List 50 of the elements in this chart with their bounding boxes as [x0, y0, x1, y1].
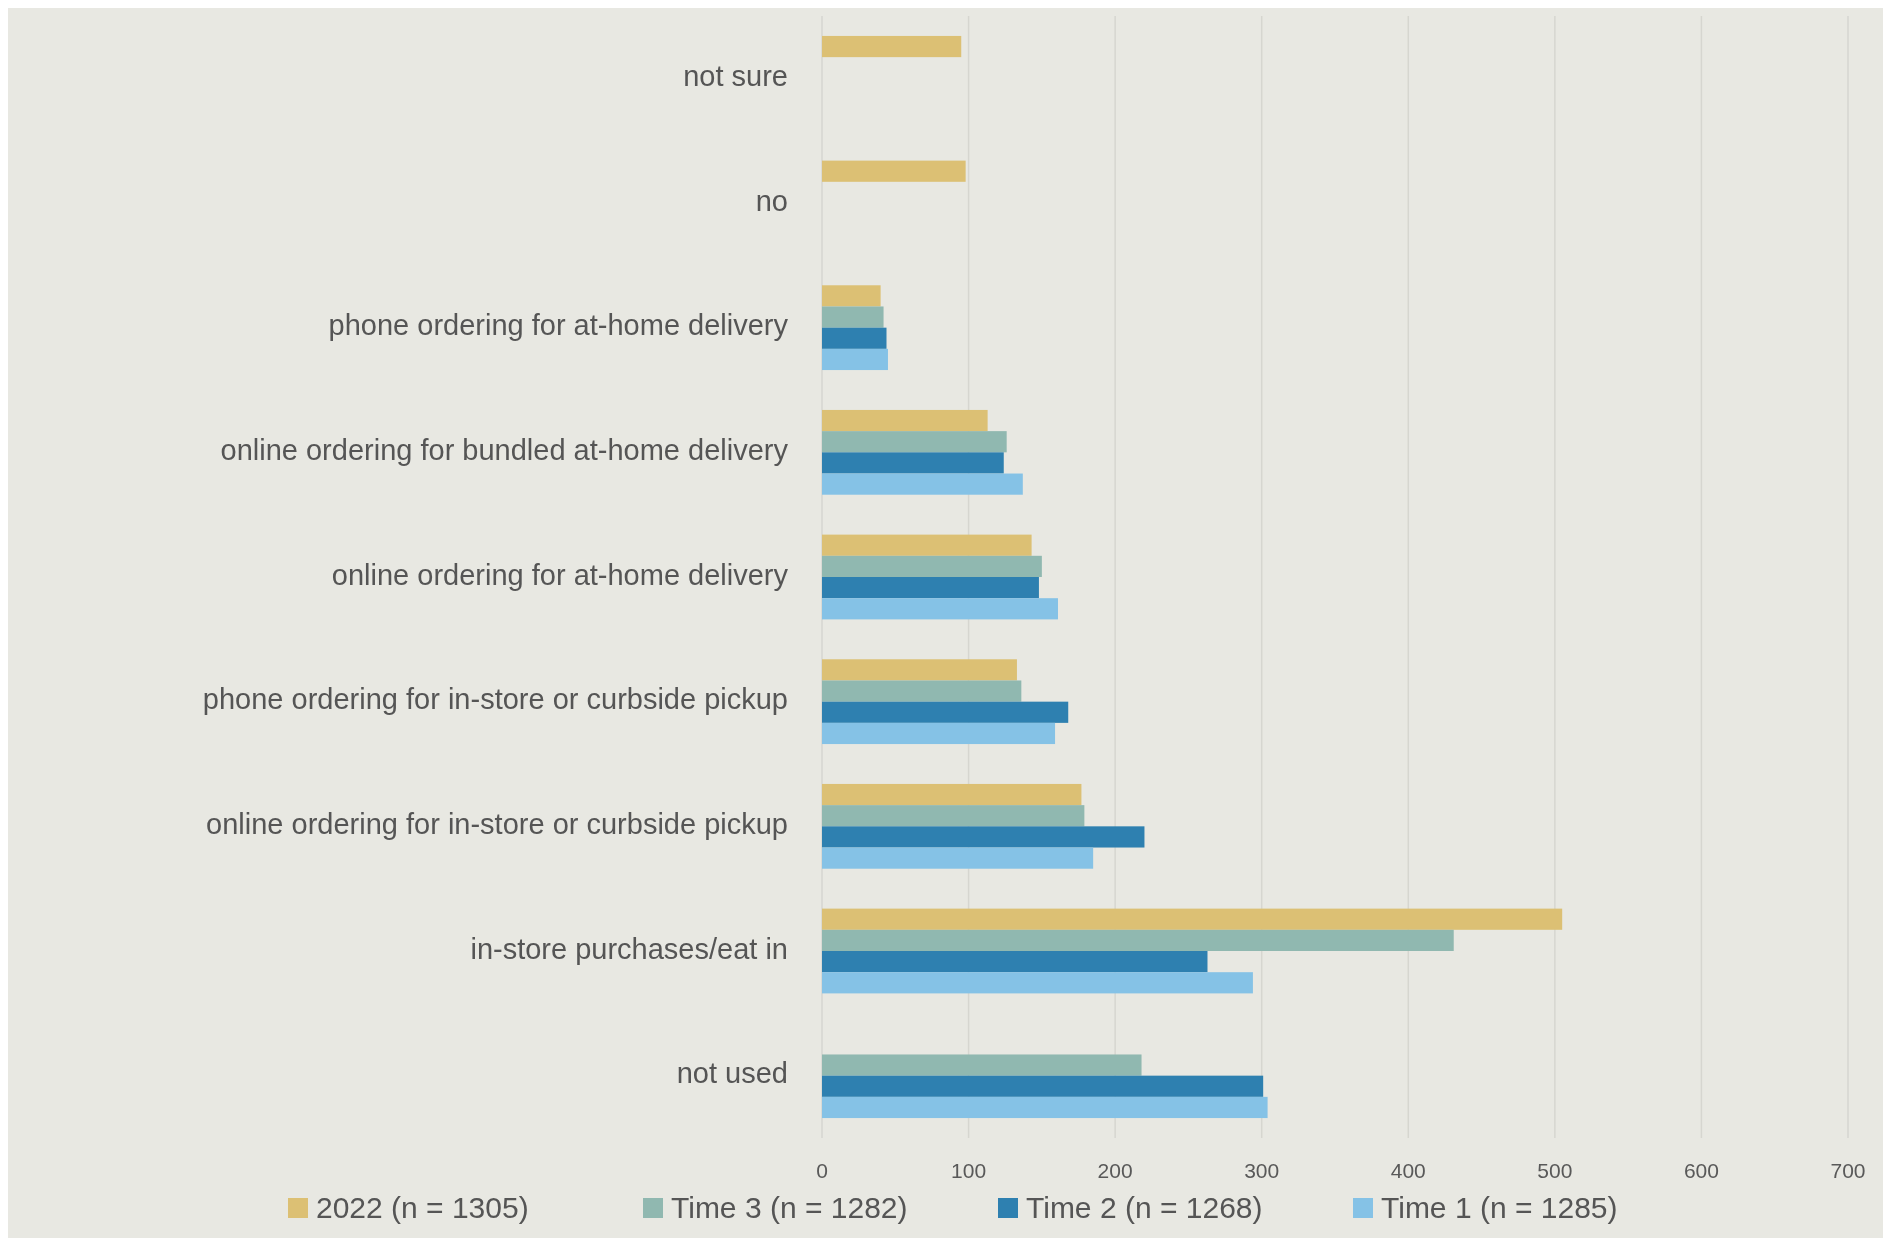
bar — [822, 598, 1058, 620]
legend-label: Time 3 (n = 1282) — [671, 1191, 908, 1224]
x-tick-label: 100 — [951, 1159, 987, 1182]
y-tick-label: online ordering for in-store or curbside pickup — [206, 807, 788, 840]
bar — [822, 1075, 1264, 1097]
x-tick-label: 300 — [1244, 1159, 1280, 1182]
x-tick-label: 700 — [1830, 1159, 1866, 1182]
bar — [822, 929, 1454, 951]
bar — [822, 659, 1017, 681]
x-tick-label: 600 — [1683, 1159, 1719, 1182]
bar — [822, 431, 1007, 453]
bar — [822, 972, 1253, 994]
y-tick-label: no — [755, 184, 788, 217]
bar — [822, 577, 1039, 599]
bar — [822, 722, 1056, 745]
bar — [822, 348, 888, 371]
bar — [822, 783, 1082, 806]
legend-label: 2022 (n = 1305) — [316, 1191, 529, 1224]
bar — [822, 826, 1145, 848]
y-tick-label: phone ordering for at-home delivery — [328, 309, 789, 342]
bar — [822, 285, 881, 307]
bar — [822, 160, 966, 182]
legend-label: Time 2 (n = 1268) — [1026, 1191, 1263, 1224]
y-tick-label: phone ordering for in-store or curbside pickup — [202, 683, 788, 716]
bar — [822, 908, 1563, 930]
x-tick-label: 0 — [816, 1159, 828, 1182]
bar — [822, 327, 887, 349]
legend-label: Time 1 (n = 1285) — [1381, 1191, 1618, 1224]
bar — [822, 1096, 1268, 1119]
x-tick-label: 400 — [1390, 1159, 1426, 1182]
bar — [822, 555, 1042, 577]
bar — [822, 805, 1085, 827]
bar — [822, 35, 962, 58]
bar — [822, 847, 1094, 869]
bar — [822, 680, 1022, 702]
x-tick-label: 200 — [1097, 1159, 1133, 1182]
bar — [822, 951, 1208, 973]
y-tick-label: not used — [676, 1057, 788, 1090]
y-tick-label: online ordering for bundled at-home delivery — [220, 433, 789, 466]
y-tick-label: not sure — [683, 59, 788, 92]
y-tick-label: online ordering for at-home delivery — [331, 558, 789, 591]
bar — [822, 701, 1069, 723]
bar — [822, 534, 1032, 556]
bar — [822, 409, 988, 432]
bar — [822, 473, 1023, 495]
bar — [822, 1054, 1142, 1076]
bar — [822, 306, 884, 328]
y-tick-label: in-store purchases/eat in — [470, 932, 788, 965]
bar — [822, 452, 1004, 474]
x-tick-label: 500 — [1537, 1159, 1573, 1182]
